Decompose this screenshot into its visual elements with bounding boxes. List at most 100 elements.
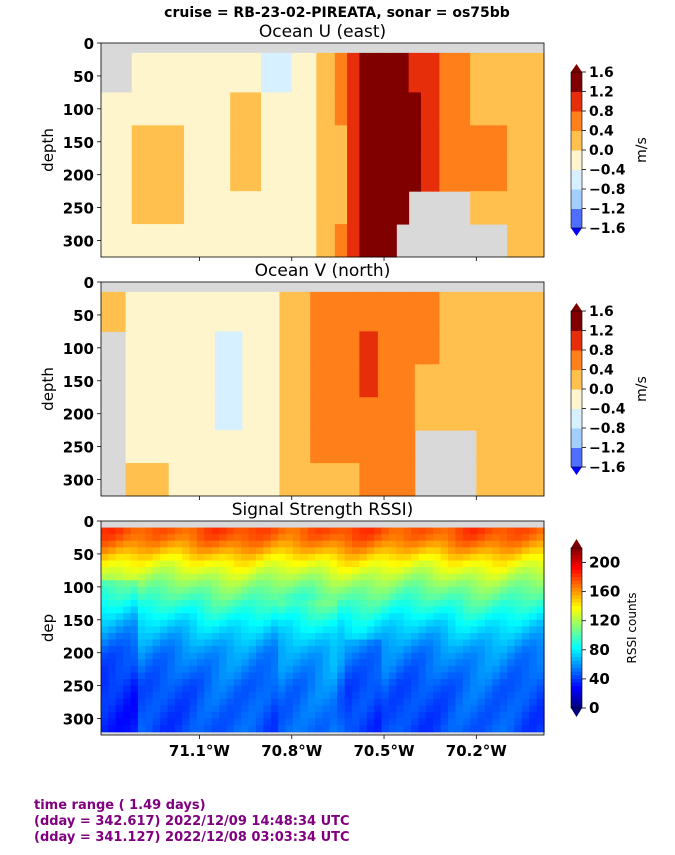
rssi-cell — [182, 619, 191, 627]
velocity-cell — [214, 397, 244, 431]
rssi-cell — [115, 586, 124, 595]
rssi-cell — [108, 606, 117, 614]
rssi-cell — [337, 560, 346, 568]
velocity-cell — [168, 331, 216, 365]
rssi-cell — [344, 527, 353, 535]
rssi-cell — [440, 718, 449, 726]
rssi-cell — [329, 711, 338, 720]
time-range-footer: time range ( 1.49 days) (dday = 342.617)… — [34, 798, 350, 846]
velocity-cell — [334, 191, 348, 225]
rssi-cell — [285, 646, 294, 654]
rssi-cell — [115, 619, 124, 627]
rssi-cell — [418, 725, 427, 733]
rssi-cell — [300, 547, 309, 555]
rssi-cell — [477, 632, 486, 641]
rssi-cell — [359, 672, 368, 680]
colorbar-extend-min — [571, 228, 582, 236]
rssi-cell — [152, 692, 161, 700]
rssi-cell — [226, 586, 235, 595]
rssi-cell — [174, 573, 183, 581]
rssi-cell — [499, 692, 508, 700]
rssi-cell — [337, 527, 346, 535]
colorbar-band — [571, 91, 582, 112]
rssi-cell — [160, 560, 169, 568]
rssi-cell — [492, 613, 501, 621]
rssi-cell — [256, 679, 265, 687]
rssi-cell — [300, 725, 309, 733]
rssi-cell — [101, 692, 109, 700]
rssi-cell — [455, 632, 464, 641]
rssi-cell — [101, 613, 109, 621]
rssi-cell — [433, 652, 442, 660]
y-tick-label: 0 — [84, 513, 94, 531]
rssi-cell — [322, 632, 331, 641]
velocity-cell — [439, 331, 477, 365]
rssi-cell — [307, 600, 316, 608]
rssi-cell — [167, 685, 176, 693]
rssi-cell — [352, 540, 361, 548]
rssi-cell — [359, 619, 368, 627]
rssi-cell — [219, 534, 228, 542]
rssi-cell — [499, 665, 508, 674]
rssi-cell — [536, 619, 545, 627]
rssi-cell — [403, 718, 412, 726]
rssi-cell — [101, 725, 109, 733]
rssi-cell — [411, 547, 420, 555]
rssi-cell — [329, 725, 338, 733]
colorbar-band — [571, 558, 582, 564]
rssi-cell — [507, 626, 516, 634]
rssi-cell — [366, 672, 375, 680]
rssi-cell — [189, 725, 198, 733]
rssi-cell — [292, 725, 301, 733]
rssi-cell — [196, 692, 205, 700]
rssi-cell — [462, 659, 471, 667]
rssi-cell — [352, 685, 361, 693]
rssi-cell — [507, 540, 516, 548]
rssi-cell — [233, 573, 242, 581]
rssi-cell — [440, 567, 449, 575]
rssi-cell — [256, 540, 265, 548]
rssi-cell — [514, 665, 523, 674]
rssi-cell — [492, 679, 501, 687]
rssi-cell — [270, 692, 279, 700]
rssi-cell — [448, 573, 456, 581]
rssi-cell — [499, 586, 508, 595]
rssi-cell — [337, 547, 346, 555]
rssi-cell — [448, 659, 456, 667]
y-tick-label: 300 — [63, 711, 94, 729]
rssi-cell — [499, 659, 508, 667]
rssi-cell — [300, 527, 309, 535]
rssi-cell — [470, 606, 479, 614]
rssi-cell — [337, 534, 346, 542]
colorbar-extend-max — [571, 64, 582, 72]
rssi-cell — [418, 547, 427, 555]
rssi-cell — [411, 665, 420, 674]
rssi-cell — [123, 632, 132, 641]
rssi-cell — [470, 652, 479, 660]
rssi-cell — [108, 626, 117, 634]
rssi-cell — [204, 639, 213, 647]
rssi-cell — [529, 705, 538, 713]
rssi-cell — [381, 573, 390, 581]
rssi-cell — [396, 646, 405, 654]
velocity-cell — [359, 191, 379, 225]
rssi-cell — [211, 586, 220, 595]
rssi-cell — [160, 639, 169, 647]
rssi-cell — [108, 573, 117, 581]
rssi-cell — [167, 600, 176, 608]
colorbar-tick-label: −0.8 — [589, 182, 626, 198]
y-axis-label: dep — [39, 614, 57, 642]
rssi-cell — [529, 665, 538, 674]
rssi-cell — [115, 639, 124, 647]
rssi-cell — [115, 567, 124, 575]
rssi-cell — [433, 646, 442, 654]
rssi-cell — [108, 613, 117, 621]
rssi-cell — [182, 573, 191, 581]
rssi-cell — [233, 606, 242, 614]
velocity-cell — [230, 158, 262, 192]
rssi-cell — [440, 527, 449, 535]
rssi-cell — [337, 573, 346, 581]
rssi-cell — [521, 540, 530, 548]
rssi-cell — [292, 600, 301, 608]
rssi-cell — [521, 718, 530, 726]
